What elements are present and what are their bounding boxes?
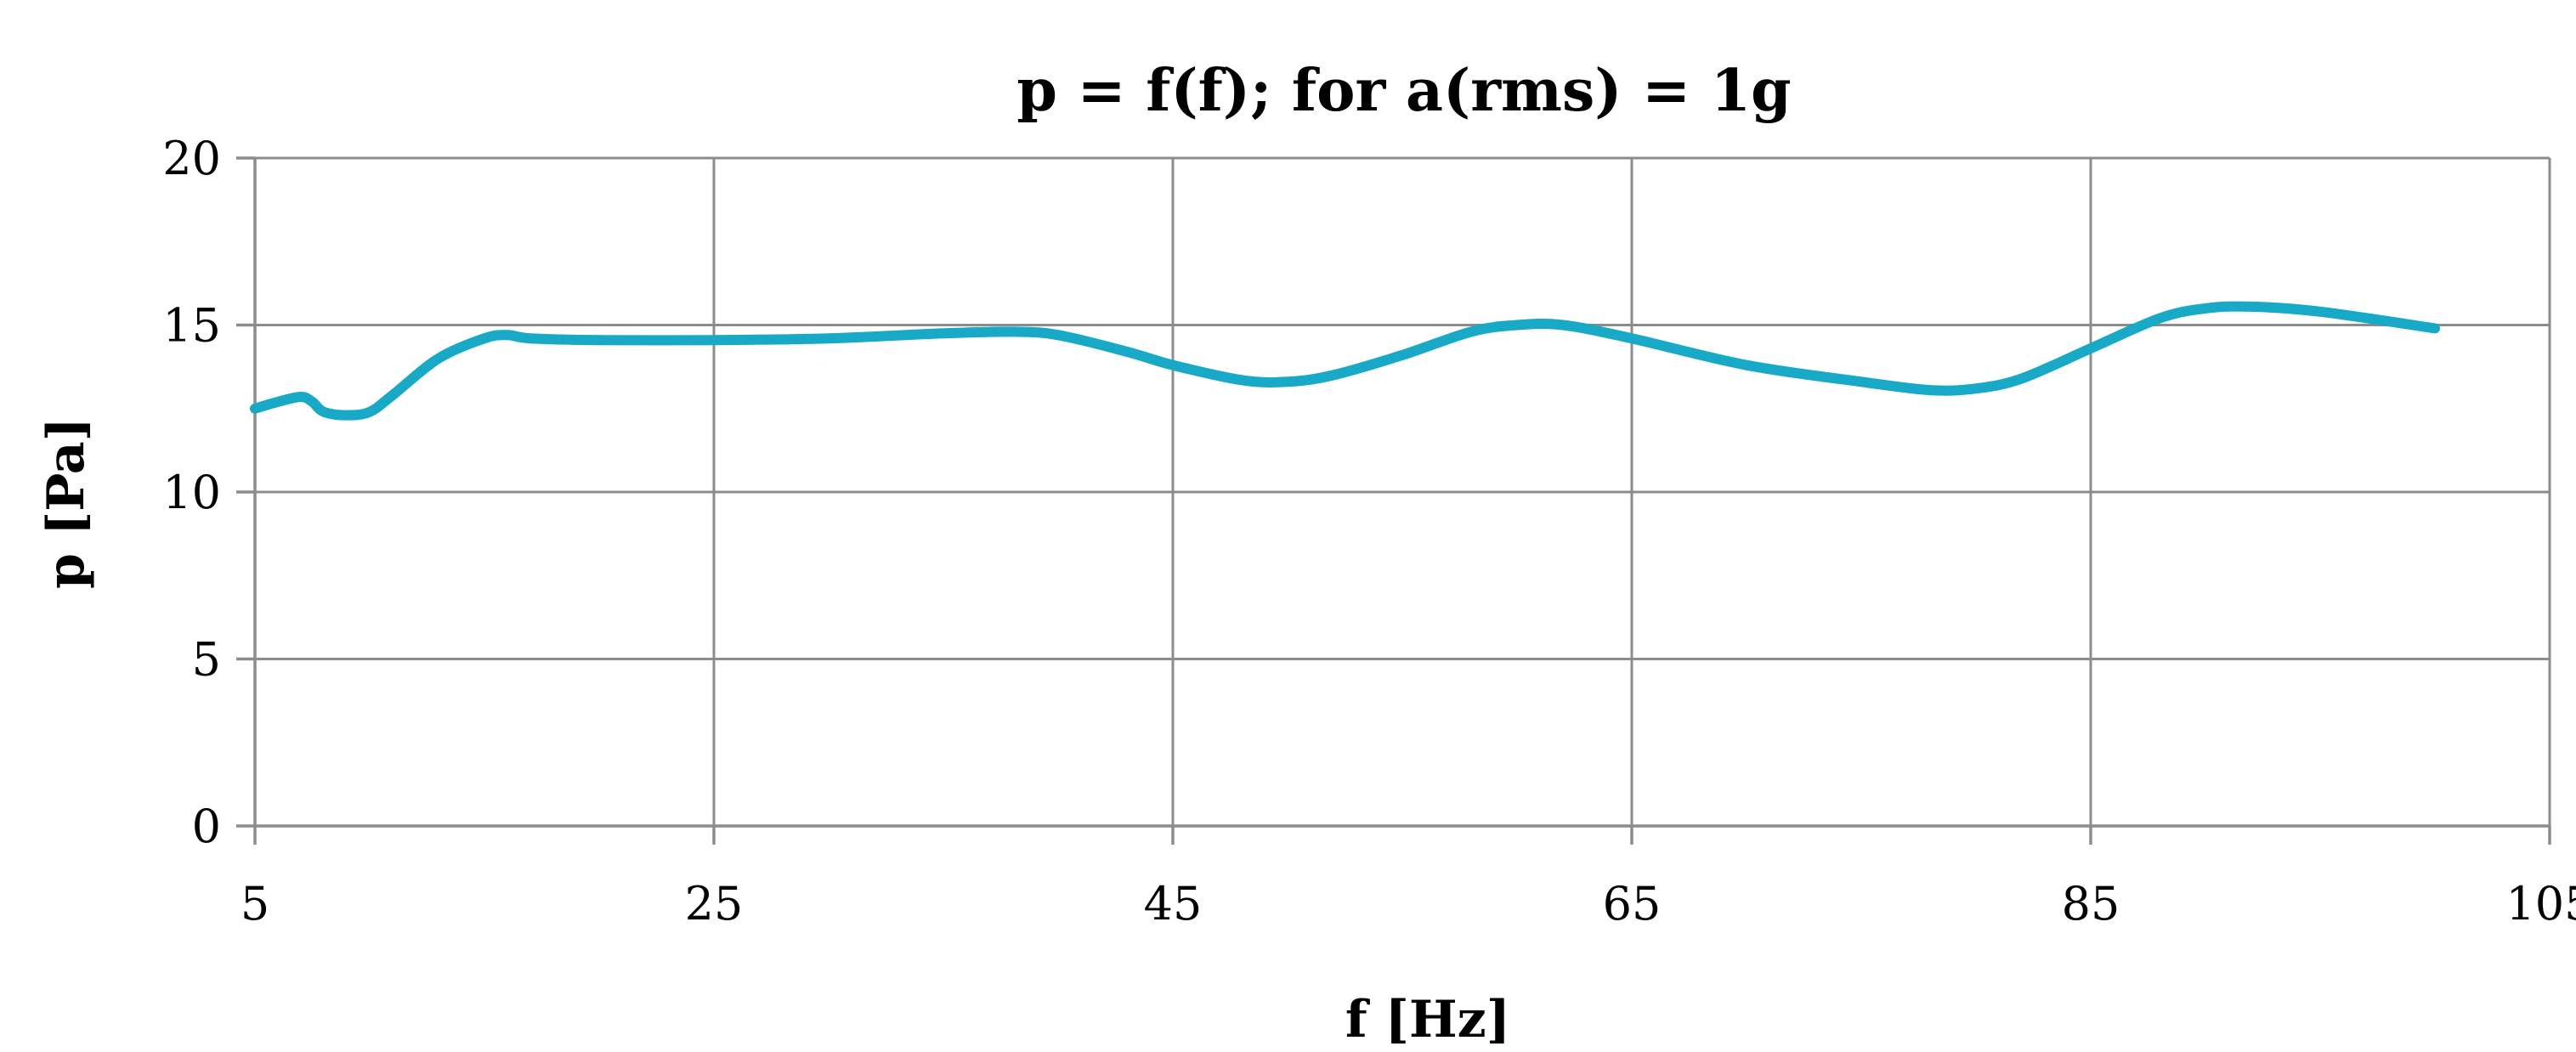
y-axis-label: p [Pa] (37, 417, 96, 589)
y-tick-label: 10 (162, 466, 221, 519)
x-tick-label: 45 (1144, 877, 1203, 930)
x-tick-label: 5 (241, 877, 269, 930)
y-tick-label: 0 (192, 800, 221, 853)
grid-layer (255, 156, 2551, 826)
x-tick-label: 25 (685, 877, 744, 930)
x-tick-label: 85 (2062, 877, 2120, 930)
axis-layer (236, 156, 2551, 845)
y-tick-label: 5 (192, 633, 221, 687)
chart-title: p = f(f); for a(rms) = 1g (1016, 57, 1791, 125)
tick-labels: 05101520525456585105 (162, 132, 2576, 930)
x-tick-label: 65 (1603, 877, 1662, 930)
x-tick-label: 105 (2505, 877, 2576, 930)
y-tick-label: 15 (162, 299, 221, 353)
series-line (250, 301, 2440, 421)
series-layer (250, 301, 2440, 421)
x-axis-label: f [Hz] (1345, 990, 1510, 1049)
y-tick-label: 20 (162, 132, 221, 185)
